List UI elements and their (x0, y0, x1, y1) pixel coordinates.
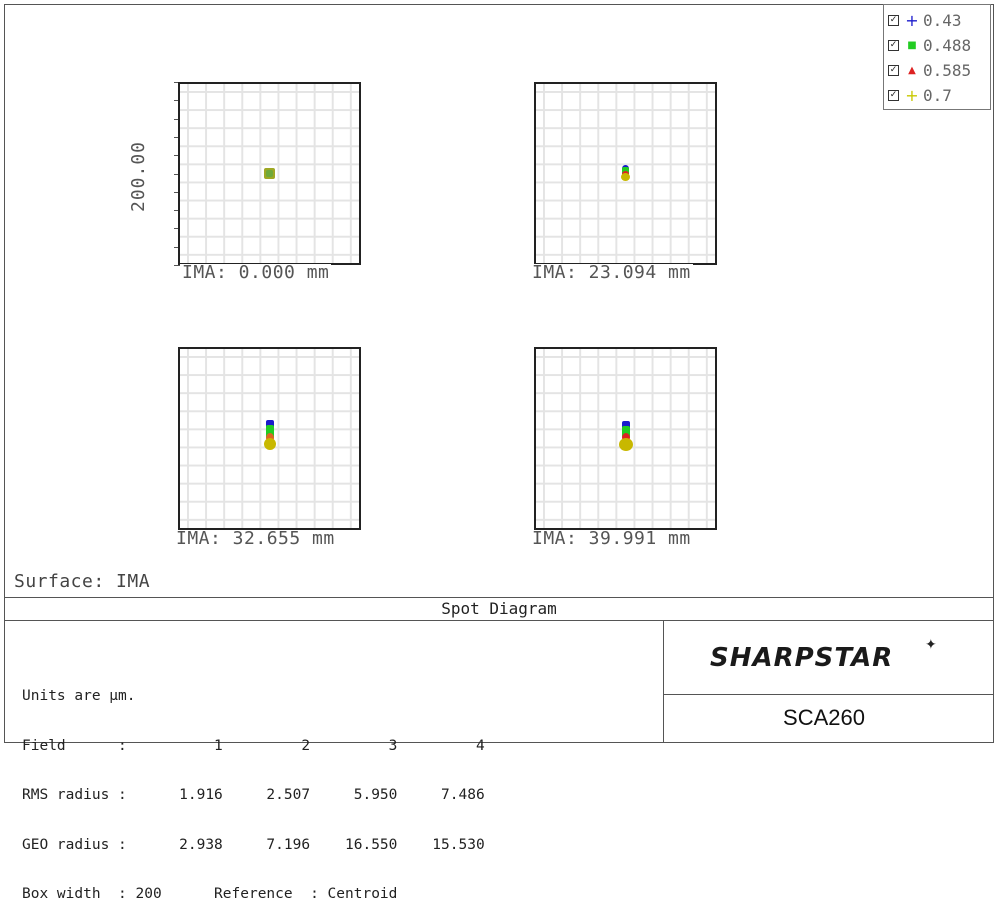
field-row: Field : 1 2 3 4 (22, 737, 485, 754)
scale-tick (174, 265, 180, 266)
legend-label: 0.43 (923, 10, 962, 30)
scale-tick (174, 136, 180, 138)
square-marker-icon: ■ (907, 39, 917, 51)
legend-label: 0.7 (923, 85, 952, 105)
logo-panel: SHARPSTAR ✦ SCA260 (663, 621, 994, 743)
scale-tick (174, 246, 180, 248)
brand-logo: SHARPSTAR (710, 643, 894, 673)
checkbox-icon[interactable]: ✓ (888, 89, 899, 101)
scale-tick (174, 155, 180, 157)
spot-field-1 (263, 167, 277, 181)
scale-label: 200.00 (128, 140, 149, 212)
field-caption-1: IMA: 0.000 mm (180, 262, 332, 283)
wavelength-legend: ✓ + 0.43 ✓ ■ 0.488 ✓ ▲ 0.585 ✓ + 0.7 (883, 4, 991, 110)
spot-dot (622, 421, 630, 429)
checkbox-icon[interactable]: ✓ (888, 39, 899, 51)
spot-dot (266, 425, 274, 439)
scale-tick (174, 82, 180, 83)
plot-frame (4, 4, 994, 743)
checkbox-icon[interactable]: ✓ (888, 64, 899, 76)
spot-field-3 (262, 420, 278, 452)
spot-dot (266, 170, 273, 177)
spot-dot (266, 420, 274, 428)
scale-tick (174, 228, 180, 230)
spot-dot (619, 438, 633, 451)
scale-tick (174, 173, 180, 175)
legend-label: 0.488 (923, 35, 972, 55)
geo-radius-row: GEO radius : 2.938 7.196 16.550 15.530 (22, 836, 485, 853)
spot-field-4 (618, 420, 634, 453)
spot-dot (622, 426, 630, 438)
field-caption-3: IMA: 32.655 mm (174, 528, 337, 549)
legend-item[interactable]: ✓ ▲ 0.585 (888, 60, 971, 80)
scale-tick (174, 118, 180, 120)
scale-tick (174, 191, 180, 193)
triangle-marker-icon: ▲ (908, 64, 916, 76)
legend-item[interactable]: ✓ + 0.7 (888, 85, 952, 105)
cross-marker-icon: + (905, 10, 919, 30)
field-caption-2: IMA: 23.094 mm (530, 262, 693, 283)
scale-tick (174, 100, 180, 102)
scale-ticks (174, 82, 180, 267)
surface-label: Surface: IMA (14, 571, 151, 592)
spot-field-2 (619, 163, 633, 183)
info-block: Units are µm. Field : 1 2 3 4 RMS radius… (22, 655, 485, 919)
rms-radius-row: RMS radius : 1.916 2.507 5.950 7.486 (22, 787, 485, 803)
star-icon: ✦ (925, 637, 937, 653)
legend-item[interactable]: ✓ + 0.43 (888, 10, 962, 30)
scale-tick (174, 210, 180, 212)
legend-item[interactable]: ✓ ■ 0.488 (888, 35, 971, 55)
box-width-row: Box width : 200 Reference : Centroid (22, 886, 398, 902)
units-line: Units are µm. (22, 688, 136, 704)
spot-dot (264, 438, 276, 450)
spot-dot (622, 433, 630, 442)
checkbox-icon[interactable]: ✓ (888, 14, 899, 26)
legend-label: 0.585 (923, 60, 972, 80)
product-name: SCA260 (783, 705, 865, 730)
spot-dot (621, 173, 630, 181)
field-caption-4: IMA: 39.991 mm (530, 528, 693, 549)
divider (664, 694, 994, 695)
cross-marker-icon: + (905, 85, 919, 105)
diagram-title: Spot Diagram (4, 597, 994, 621)
